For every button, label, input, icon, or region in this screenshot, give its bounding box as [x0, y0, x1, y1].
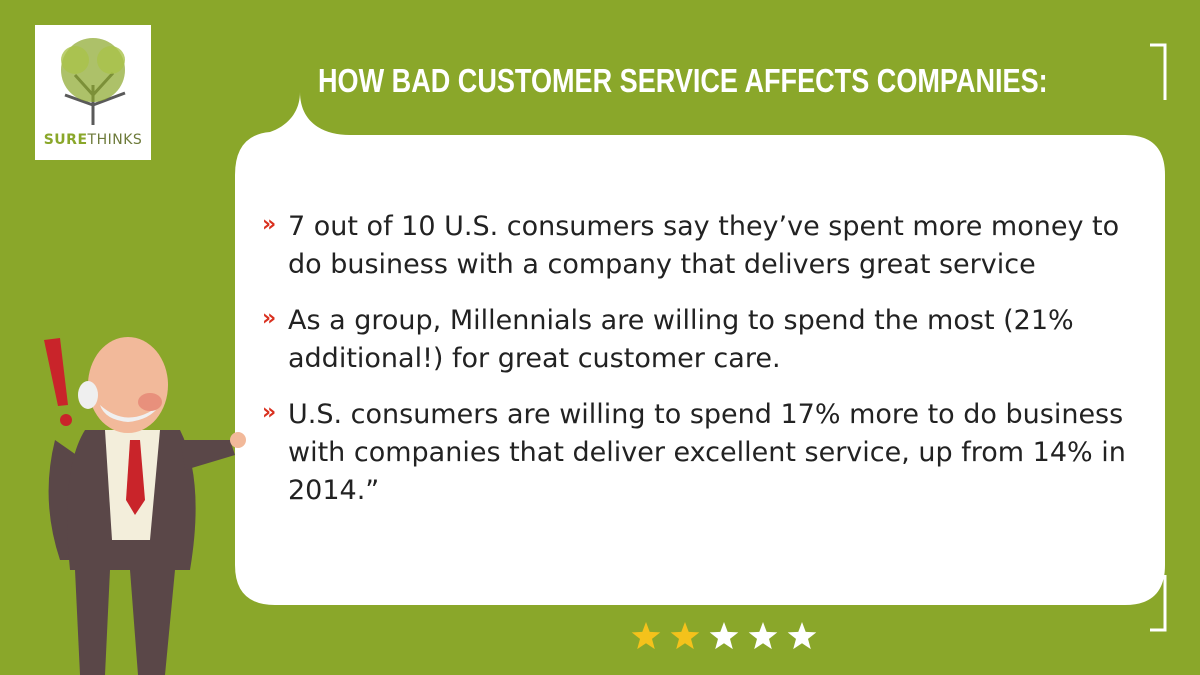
rating	[631, 622, 817, 650]
star	[748, 622, 778, 650]
corner-bracket	[1150, 575, 1167, 632]
logo-part: THINKS	[87, 132, 143, 148]
speech-bubble	[235, 92, 1165, 605]
logo-part: SURE	[43, 132, 88, 148]
bullet-icon: »	[262, 400, 277, 425]
bullet-text: As a group, Millennials are willing to s…	[288, 305, 1074, 374]
bullet-text: U.S. consumers are willing to spend 17% …	[288, 399, 1126, 506]
bullet: » 7 out of 10 U.S. consumers say they’ve …	[262, 208, 1152, 284]
star	[670, 622, 700, 650]
character	[44, 337, 246, 675]
bullet-icon: »	[262, 306, 277, 331]
bullet: » U.S. consumers are willing to spend 17%…	[262, 396, 1152, 510]
bullet: » As a group, Millennials are willing to …	[262, 302, 1152, 378]
bullet-text: 7 out of 10 U.S. consumers say they’ve s…	[288, 211, 1120, 280]
star	[631, 622, 661, 650]
star	[709, 622, 739, 650]
logo-text: SURETHINKS	[35, 132, 151, 148]
title: HOW BAD CUSTOMER SERVICE AFFECTS COMPANI…	[318, 62, 1048, 99]
star	[787, 622, 817, 650]
bullet-icon: »	[262, 212, 277, 237]
bullet-list: » 7 out of 10 U.S. consumers say they’ve …	[262, 208, 1152, 528]
corner-bracket	[1150, 43, 1167, 100]
logo-tree	[61, 38, 126, 125]
logo: SURETHINKS	[35, 25, 151, 160]
